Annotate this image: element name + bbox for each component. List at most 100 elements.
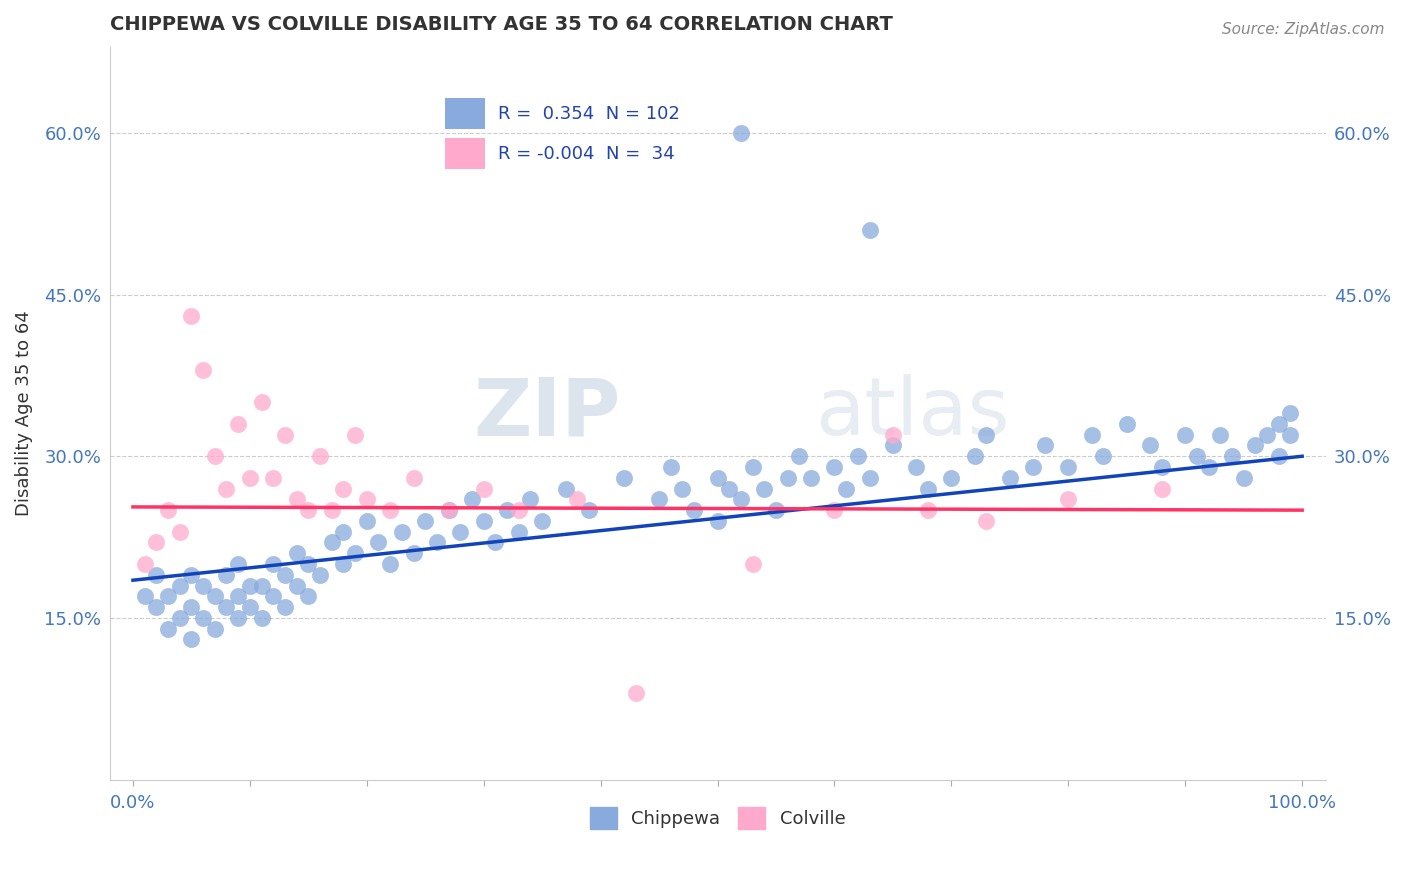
Point [659,460,682,475]
Point [169,611,191,625]
Point [274,427,297,442]
Point [531,514,554,528]
Point [754,482,776,496]
Point [858,471,880,485]
Text: ZIP: ZIP [472,374,620,452]
Point [285,546,308,560]
Point [180,309,202,323]
Point [1279,406,1302,420]
Point [226,557,249,571]
Point [789,449,811,463]
Point [169,578,191,592]
Point [145,567,167,582]
Point [1244,438,1267,452]
Text: CHIPPEWA VS COLVILLE DISABILITY AGE 35 TO 64 CORRELATION CHART: CHIPPEWA VS COLVILLE DISABILITY AGE 35 T… [110,15,893,34]
Point [1150,482,1173,496]
Point [683,503,706,517]
Point [741,460,763,475]
Point [274,567,297,582]
Point [297,503,319,517]
Point [624,686,647,700]
Point [882,438,904,452]
Point [941,471,963,485]
Point [204,449,226,463]
Point [858,223,880,237]
Y-axis label: Disability Age 35 to 64: Disability Age 35 to 64 [15,310,32,516]
Point [718,482,741,496]
Point [297,590,319,604]
Point [204,622,226,636]
Point [1268,417,1291,431]
Point [239,471,262,485]
Point [413,514,436,528]
Point [437,503,460,517]
Point [1279,427,1302,442]
Point [1220,449,1243,463]
Point [671,482,693,496]
Point [344,546,367,560]
Point [145,600,167,615]
Point [846,449,869,463]
Point [882,427,904,442]
Point [215,600,238,615]
Text: Source: ZipAtlas.com: Source: ZipAtlas.com [1222,22,1385,37]
Point [496,503,519,517]
Point [741,557,763,571]
Text: R = -0.004  N =  34: R = -0.004 N = 34 [498,145,675,163]
Point [226,611,249,625]
Point [998,471,1021,485]
Point [917,482,939,496]
Point [730,126,752,140]
Point [613,471,636,485]
Point [1139,438,1161,452]
Point [824,460,846,475]
Point [976,514,998,528]
Point [449,524,471,539]
Bar [446,138,485,169]
Point [1209,427,1232,442]
Point [250,611,273,625]
Point [262,590,284,604]
Point [215,567,238,582]
Point [1174,427,1197,442]
Point [1268,449,1291,463]
Point [157,503,180,517]
Point [180,632,202,647]
Point [508,524,530,539]
Point [461,492,484,507]
Point [356,514,378,528]
Point [824,503,846,517]
Point [191,578,214,592]
Point [169,524,191,539]
Point [262,557,284,571]
Point [1057,492,1080,507]
Point [250,578,273,592]
Point [239,578,262,592]
Point [472,482,495,496]
Point [472,514,495,528]
Point [391,524,413,539]
Point [800,471,823,485]
Point [309,567,332,582]
Point [1150,460,1173,475]
Point [321,503,343,517]
Point [332,557,354,571]
Point [648,492,671,507]
Point [285,492,308,507]
Point [578,503,600,517]
Point [262,471,284,485]
Point [1033,438,1056,452]
Point [157,622,180,636]
Point [963,449,986,463]
Point [1115,417,1137,431]
Point [730,492,752,507]
Point [380,503,402,517]
Point [180,600,202,615]
Point [567,492,589,507]
Point [765,503,787,517]
Bar [446,98,485,129]
Point [1080,427,1102,442]
Point [239,600,262,615]
Point [134,557,156,571]
Point [226,417,249,431]
